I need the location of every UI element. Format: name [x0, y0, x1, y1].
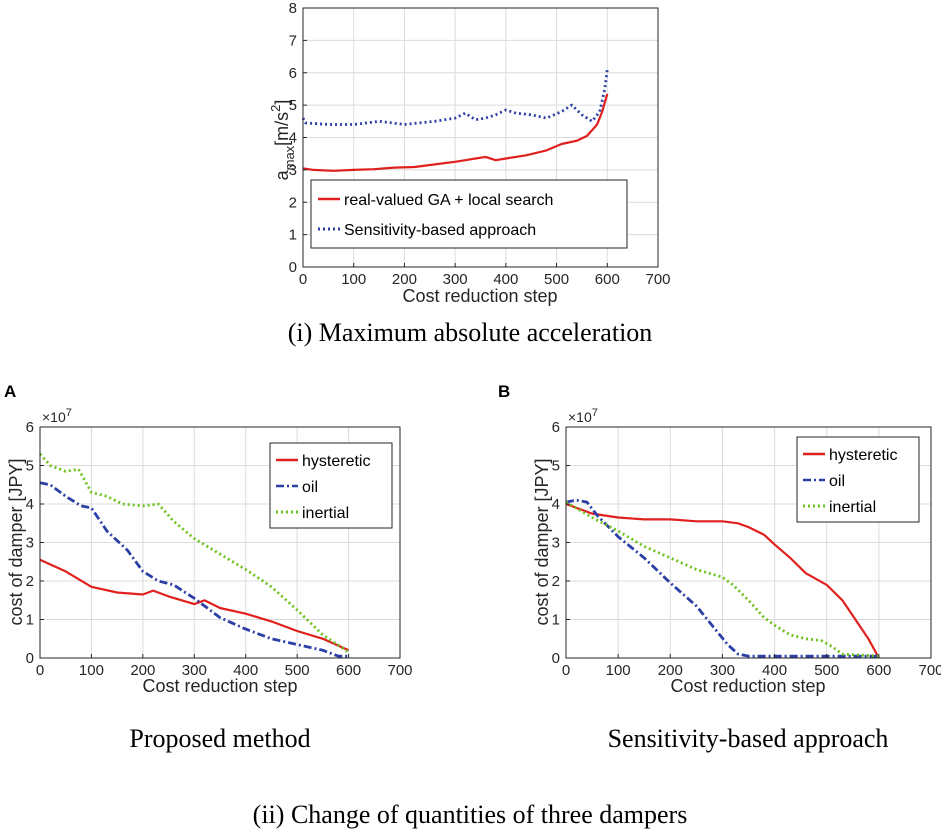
- x-tick-label: 500: [544, 271, 569, 288]
- y-axis-label: amax[m/s2]: [268, 100, 297, 181]
- x-tick-label: 700: [387, 662, 412, 679]
- x-tick-label: 600: [336, 662, 361, 679]
- series-line-oil: [39, 481, 349, 658]
- y-tick-label: 3: [289, 162, 297, 179]
- y-tick-label: 2: [289, 194, 297, 211]
- series-line-oil: [565, 498, 879, 658]
- y-tick-label: 5: [552, 458, 560, 475]
- y-tick-label: 0: [552, 650, 560, 667]
- panel-letter-a: A: [4, 382, 17, 401]
- x-tick-label: 500: [814, 662, 839, 679]
- y-tick-label: 8: [289, 0, 297, 17]
- x-tick-label: 700: [918, 662, 941, 679]
- series-line-hysteretic: [565, 502, 880, 659]
- x-tick-label: 400: [493, 271, 518, 288]
- y-tick-label: 5: [26, 458, 34, 475]
- chart-acceleration: 0 100 200 300 400 500 600 700 0 1 2 3 4 5 6 7 8 Cost red…: [268, 0, 671, 306]
- y-exponent: ×107: [568, 407, 598, 425]
- x-tick-label: 100: [606, 662, 631, 679]
- legend-label-hysteretic: hysteretic: [302, 453, 370, 470]
- legend: hysteretic oil inertial: [796, 436, 920, 523]
- x-tick-label: 300: [182, 662, 207, 679]
- y-exponent: ×107: [42, 407, 72, 425]
- y-tick-label: 3: [26, 535, 34, 552]
- legend-label-inertial: inertial: [302, 505, 349, 522]
- chart-sensitivity-based: 0 100 200 300 400 500 600 700 0 1 2 3 4 5 6 ×107 Cost …: [532, 407, 941, 696]
- panel-letter-b: B: [498, 382, 511, 401]
- caption-a: Proposed method: [129, 724, 311, 753]
- chart-proposed-method: 0 100 200 300 400 500 600 700 0 1 2 3 4 5 6 ×107 Cost …: [6, 407, 413, 696]
- x-axis-label: Cost reduction step: [402, 286, 557, 306]
- y-axis-label: cost of damper [JPY]: [6, 458, 26, 625]
- y-tick-label: 1: [552, 612, 560, 629]
- series-line-sensitivity-based-approach: [301, 69, 609, 126]
- x-tick-label: 200: [130, 662, 155, 679]
- x-tick-label: 600: [866, 662, 891, 679]
- y-tick-label: 7: [289, 32, 297, 49]
- x-tick-label: 600: [595, 271, 620, 288]
- x-tick-label: 300: [710, 662, 735, 679]
- caption-b: Sensitivity-based approach: [607, 724, 889, 753]
- y-tick-label: 2: [552, 573, 560, 590]
- y-tick-label: 4: [26, 496, 34, 513]
- y-tick-label: 0: [26, 650, 34, 667]
- x-tick-label: 500: [285, 662, 310, 679]
- series-line-real-valued-ga-local-search: [302, 93, 609, 172]
- legend-label-hysteretic: hysteretic: [829, 447, 897, 464]
- y-label-sup: 2: [268, 105, 283, 112]
- y-tick-label: 6: [26, 419, 34, 436]
- caption-i: (i) Maximum absolute acceleration: [287, 318, 653, 347]
- legend-label-sensitivity: Sensitivity-based approach: [344, 222, 536, 239]
- x-tick-label: 100: [341, 271, 366, 288]
- y-tick-label: 3: [552, 535, 560, 552]
- x-tick-label: 700: [645, 271, 670, 288]
- x-tick-label: 200: [658, 662, 683, 679]
- y-axis-label: cost of damper [JPY]: [532, 458, 552, 625]
- y-label-unit: [m/s: [272, 112, 292, 146]
- y-tick-label: 0: [289, 259, 297, 276]
- x-tick-label: 300: [443, 271, 468, 288]
- legend-label-oil: oil: [302, 479, 318, 496]
- series-line-inertial: [38, 453, 350, 654]
- y-tick-label: 5: [289, 97, 297, 114]
- y-label-main: a: [272, 169, 292, 180]
- y-tick-label: 6: [552, 419, 560, 436]
- y-tick-label: 2: [26, 573, 34, 590]
- x-axis-label: Cost reduction step: [670, 676, 825, 696]
- x-tick-label: 0: [36, 662, 44, 679]
- y-tick-label: 4: [289, 130, 297, 147]
- x-tick-label: 100: [79, 662, 104, 679]
- x-tick-label: 400: [762, 662, 787, 679]
- x-tick-label: 0: [562, 662, 570, 679]
- legend-label-inertial: inertial: [829, 499, 876, 516]
- y-tick-label: 1: [26, 612, 34, 629]
- legend: real-valued GA + local search Sensitivit…: [310, 179, 628, 249]
- x-tick-label: 0: [299, 271, 307, 288]
- caption-ii: (ii) Change of quantities of three dampe…: [252, 800, 688, 829]
- legend: hysteretic oil inertial: [269, 442, 393, 529]
- y-tick-label: 4: [552, 496, 560, 513]
- y-tick-label: 6: [289, 65, 297, 82]
- series-line-hysteretic: [39, 558, 350, 652]
- y-tick-label: 1: [289, 227, 297, 244]
- x-axis-label: Cost reduction step: [142, 676, 297, 696]
- legend-label-oil: oil: [829, 473, 845, 490]
- y-label-sub: max: [282, 145, 297, 170]
- y-label-close: ]: [272, 100, 292, 105]
- x-tick-label: 400: [233, 662, 258, 679]
- legend-label-ga: real-valued GA + local search: [344, 192, 553, 209]
- x-tick-label: 200: [392, 271, 417, 288]
